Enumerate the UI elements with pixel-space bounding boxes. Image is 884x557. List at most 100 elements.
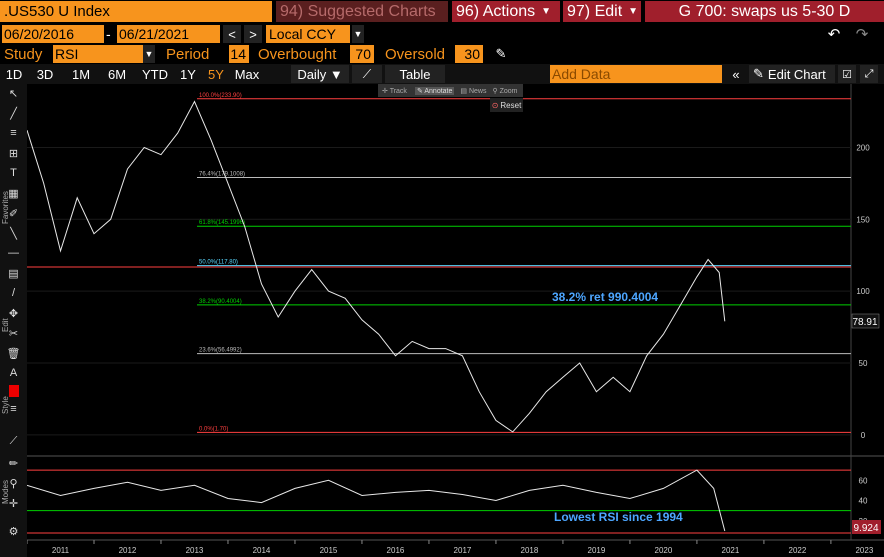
font-style-icon[interactable]: A bbox=[9, 367, 18, 379]
grid-tool-icon[interactable]: ▦ bbox=[8, 187, 19, 200]
reset-button[interactable]: ⊙ Reset bbox=[490, 98, 523, 112]
trend-line-icon[interactable]: / bbox=[11, 287, 16, 299]
study-label-text: Study bbox=[4, 45, 43, 63]
ruler-icon[interactable]: ⟋ bbox=[9, 434, 18, 447]
frequency-select[interactable]: Daily ▼ bbox=[291, 65, 349, 83]
security-input[interactable]: .US530 U Index bbox=[0, 1, 272, 22]
table-button[interactable]: Table bbox=[385, 65, 445, 83]
track-button[interactable]: ✛ Track bbox=[382, 87, 407, 95]
y-tick-label: 150 bbox=[856, 215, 870, 224]
prev-period-button[interactable]: < bbox=[223, 25, 241, 43]
actions-menu[interactable]: 96) Actions ▼ bbox=[452, 1, 560, 22]
redo-icon: ↷ bbox=[855, 26, 869, 43]
timeframe-1y[interactable]: 1Y bbox=[180, 66, 196, 82]
text-tool-icon[interactable]: T bbox=[10, 167, 17, 179]
end-date-input[interactable]: 06/21/2021 bbox=[117, 25, 220, 43]
oversold-label-text: Oversold bbox=[385, 45, 446, 63]
style-section-label: Style bbox=[1, 396, 10, 414]
fib-level-label: 0.0%(1.70) bbox=[199, 426, 228, 432]
rsi-series-line bbox=[27, 469, 726, 532]
horizontal-line-icon[interactable]: — bbox=[8, 247, 19, 259]
currency-select[interactable]: Local CCY bbox=[266, 25, 350, 43]
date-separator: - bbox=[106, 25, 116, 43]
move-icon[interactable]: ✥ bbox=[8, 307, 19, 320]
favorites-section-label: Favorites bbox=[1, 191, 10, 224]
x-tick-label: 2020 bbox=[655, 546, 673, 555]
chevron-down-icon: ▼ bbox=[628, 6, 639, 17]
crosshair-icon[interactable]: ✛ bbox=[8, 497, 19, 510]
pen-icon[interactable]: ╱ bbox=[10, 107, 17, 120]
study-select[interactable]: RSI bbox=[53, 45, 143, 63]
function-title: G 700: swaps us 5-30 D bbox=[645, 1, 884, 22]
edit-chart-button[interactable]: ✎ Edit Chart bbox=[749, 65, 835, 83]
channel-icon[interactable]: ▤ bbox=[8, 267, 19, 280]
trash-icon[interactable]: 🗑 bbox=[6, 347, 21, 360]
cursor-icon[interactable]: ↖ bbox=[8, 87, 19, 100]
x-tick-label: 2023 bbox=[855, 546, 873, 555]
zoom-button[interactable]: ⚲ Zoom bbox=[492, 87, 518, 95]
news-button[interactable]: ▤ News bbox=[460, 87, 487, 95]
chart-area[interactable]: 100.0%(233.90) 76.4%(179.1008) 61.8%(145.1… bbox=[27, 84, 884, 557]
x-tick-label: 2014 bbox=[253, 546, 271, 555]
annotate-button[interactable]: ✎ Annotate bbox=[414, 86, 455, 95]
gear-icon[interactable]: ⚙ bbox=[8, 525, 19, 538]
brush-icon[interactable]: ✐ bbox=[8, 207, 19, 220]
next-period-button[interactable]: > bbox=[244, 25, 262, 43]
start-date-input[interactable]: 06/20/2016 bbox=[2, 25, 104, 43]
add-data-input[interactable]: Add Data bbox=[550, 65, 722, 83]
start-date-text: 06/20/2016 bbox=[4, 26, 75, 42]
undo-button[interactable]: ↶ bbox=[824, 25, 844, 43]
edit-menu[interactable]: 97) Edit ▼ bbox=[563, 1, 641, 22]
study-dropdown-button[interactable]: ▼ bbox=[143, 45, 155, 63]
timeframe-6m[interactable]: 6M bbox=[107, 66, 127, 82]
dropper-icon[interactable]: ⚲ bbox=[9, 477, 18, 490]
last-rsi-badge bbox=[852, 520, 881, 534]
chart-background bbox=[27, 84, 884, 557]
chart-toolbar: 1D 3D 1M 6M YTD 1Y 5Y Max Daily ▼ ⟋ Table Add D… bbox=[0, 64, 884, 84]
chart-settings-button[interactable]: ☑ bbox=[838, 65, 856, 83]
edit-chart-label: Edit Chart bbox=[767, 66, 826, 82]
suggested-charts-button[interactable]: 94) Suggested Charts bbox=[276, 1, 448, 22]
timeframe-max[interactable]: Max bbox=[234, 66, 260, 82]
end-date-text: 06/21/2021 bbox=[119, 26, 190, 42]
overbought-input[interactable]: 70 bbox=[350, 45, 374, 63]
period-input[interactable]: 14 bbox=[229, 45, 249, 63]
chevron-down-icon: ▼ bbox=[144, 49, 154, 59]
oversold-input[interactable]: 30 bbox=[455, 45, 483, 63]
timeframe-1d[interactable]: 1D bbox=[5, 66, 23, 82]
x-tick-label: 2018 bbox=[521, 546, 539, 555]
chevron-right-icon: > bbox=[249, 26, 257, 42]
timeframe-5y[interactable]: 5Y bbox=[208, 66, 224, 82]
rsi-y-tick-label: 60 bbox=[859, 476, 868, 485]
fibonacci-icon[interactable]: ≡ bbox=[10, 127, 17, 139]
paint-icon[interactable]: ✏ bbox=[8, 457, 19, 470]
reset-label: Reset bbox=[500, 100, 522, 110]
study-bar: Study RSI ▼ Period 14 Overbought 70 Over… bbox=[0, 44, 884, 64]
x-tick-label: 2017 bbox=[454, 546, 472, 555]
chart-type-button[interactable]: ⟋ bbox=[352, 65, 382, 83]
chevron-down-icon: ▼ bbox=[353, 29, 363, 39]
measure-icon[interactable]: ⊞ bbox=[8, 147, 19, 160]
y-tick-label: 200 bbox=[856, 143, 870, 152]
table-label: Table bbox=[399, 66, 431, 82]
edit-box-icon: ☑ bbox=[842, 68, 852, 81]
line-tool-icon[interactable]: ╲ bbox=[10, 227, 17, 240]
currency-dropdown-button[interactable]: ▼ bbox=[352, 25, 364, 43]
timeframe-ytd[interactable]: YTD bbox=[142, 66, 168, 82]
chart-overlay-toolbar: ✛ Track ✎ Annotate ▤ News ⚲ Zoom bbox=[378, 84, 523, 97]
edit-study-button[interactable]: ✎ bbox=[493, 45, 509, 63]
line-weight-icon[interactable]: ≡ bbox=[10, 403, 17, 415]
currency-text: Local CCY bbox=[269, 26, 336, 42]
price-series-line bbox=[27, 100, 726, 433]
timeframe-1m[interactable]: 1M bbox=[71, 66, 91, 82]
double-chevron-left-icon: « bbox=[732, 66, 740, 82]
redo-button[interactable]: ↷ bbox=[852, 25, 872, 43]
expand-button[interactable]: ⤢ bbox=[860, 65, 878, 83]
actions-label: 96) Actions bbox=[456, 2, 536, 20]
timeframe-3d[interactable]: 3D bbox=[36, 66, 54, 82]
color-swatch-icon[interactable] bbox=[6, 384, 21, 398]
overbought-label-text: Overbought bbox=[258, 45, 337, 63]
scissors-icon[interactable]: ✂ bbox=[8, 327, 19, 340]
collapse-button[interactable]: « bbox=[727, 65, 745, 83]
modes-section-label: Modes bbox=[1, 479, 10, 504]
